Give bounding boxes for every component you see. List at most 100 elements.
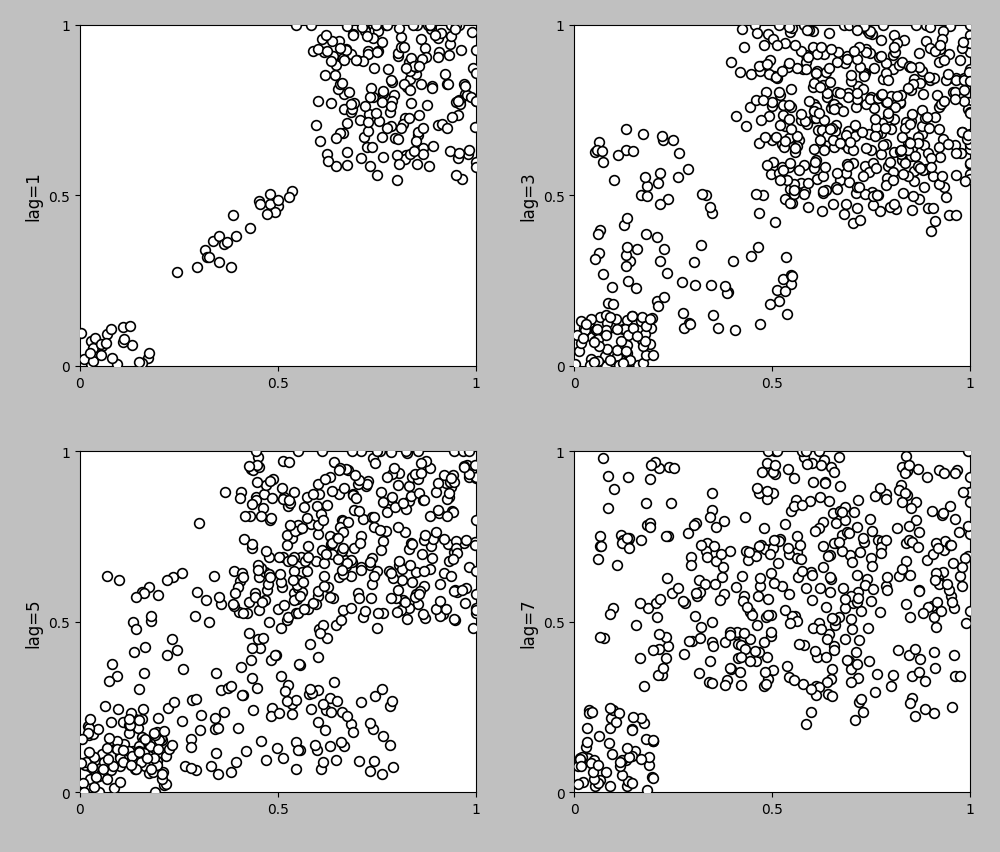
Point bbox=[758, 86, 774, 100]
Point bbox=[923, 161, 939, 175]
Point bbox=[826, 465, 842, 479]
Point bbox=[942, 538, 958, 552]
Point bbox=[723, 56, 739, 70]
Point bbox=[622, 255, 638, 268]
Point bbox=[431, 46, 447, 60]
Point bbox=[320, 155, 336, 169]
Point bbox=[921, 71, 937, 84]
Point bbox=[262, 187, 278, 201]
Point bbox=[798, 49, 814, 62]
Point bbox=[863, 595, 879, 608]
Point bbox=[327, 70, 343, 83]
Point bbox=[658, 652, 674, 665]
Point bbox=[898, 450, 914, 463]
Point bbox=[765, 541, 781, 555]
Point bbox=[592, 773, 608, 786]
Point bbox=[789, 62, 805, 76]
Point bbox=[885, 49, 901, 63]
Point bbox=[428, 486, 444, 499]
Point bbox=[251, 570, 267, 584]
Point bbox=[441, 49, 457, 63]
Point bbox=[467, 535, 483, 549]
Point bbox=[430, 51, 446, 65]
Point bbox=[802, 495, 818, 509]
Point bbox=[331, 35, 347, 49]
Point bbox=[850, 591, 866, 605]
Point bbox=[351, 474, 367, 487]
Point bbox=[858, 43, 874, 56]
Point bbox=[360, 475, 376, 488]
Point bbox=[864, 559, 880, 573]
Point bbox=[618, 123, 634, 136]
Point bbox=[310, 527, 326, 541]
Point bbox=[787, 142, 803, 156]
Point bbox=[230, 722, 246, 735]
Point bbox=[831, 450, 847, 463]
Point bbox=[334, 544, 350, 558]
Point bbox=[230, 581, 246, 595]
Point bbox=[847, 130, 863, 143]
Point bbox=[901, 458, 917, 472]
Point bbox=[651, 628, 667, 642]
Point bbox=[339, 146, 355, 159]
Point bbox=[425, 141, 441, 154]
Point bbox=[840, 87, 856, 101]
Point bbox=[319, 147, 335, 161]
Point bbox=[641, 758, 657, 772]
Point bbox=[149, 758, 165, 772]
Point bbox=[263, 511, 279, 525]
Point bbox=[616, 337, 632, 351]
Point bbox=[935, 133, 951, 147]
Point bbox=[843, 663, 859, 676]
Point bbox=[736, 41, 752, 55]
Point bbox=[403, 490, 419, 504]
Point bbox=[947, 466, 963, 480]
Point bbox=[310, 95, 326, 108]
Point bbox=[134, 730, 150, 744]
Point bbox=[758, 610, 774, 624]
Point bbox=[587, 335, 603, 348]
Point bbox=[705, 308, 721, 322]
Point bbox=[82, 712, 98, 726]
Point bbox=[800, 200, 816, 214]
Point bbox=[768, 130, 784, 144]
Point bbox=[904, 670, 920, 683]
Point bbox=[849, 93, 865, 106]
Point bbox=[401, 480, 417, 493]
Point bbox=[402, 84, 418, 98]
Point bbox=[819, 87, 835, 101]
Point bbox=[442, 475, 458, 489]
Point bbox=[613, 528, 629, 542]
Point bbox=[580, 751, 596, 764]
Point bbox=[808, 680, 824, 694]
Point bbox=[960, 130, 976, 143]
Point bbox=[765, 33, 781, 47]
Point bbox=[134, 357, 150, 371]
Point bbox=[395, 593, 411, 607]
Point bbox=[898, 537, 914, 550]
Point bbox=[926, 706, 942, 720]
Point bbox=[410, 130, 426, 143]
Point bbox=[634, 334, 650, 348]
Point bbox=[315, 698, 331, 711]
Point bbox=[570, 777, 586, 791]
Point bbox=[890, 643, 906, 657]
Point bbox=[362, 764, 378, 778]
Point bbox=[962, 470, 978, 484]
Point bbox=[590, 552, 606, 566]
Point bbox=[128, 763, 144, 776]
Point bbox=[658, 530, 674, 544]
Point bbox=[850, 79, 866, 93]
Point bbox=[288, 735, 304, 749]
Point bbox=[337, 553, 353, 567]
Point bbox=[759, 456, 775, 469]
Point bbox=[339, 557, 355, 571]
Point bbox=[902, 60, 918, 74]
Point bbox=[841, 19, 857, 32]
Point bbox=[759, 58, 775, 72]
Point bbox=[390, 521, 406, 534]
Point bbox=[781, 159, 797, 173]
Point bbox=[208, 666, 224, 680]
Point bbox=[244, 642, 260, 655]
Point bbox=[687, 279, 703, 292]
